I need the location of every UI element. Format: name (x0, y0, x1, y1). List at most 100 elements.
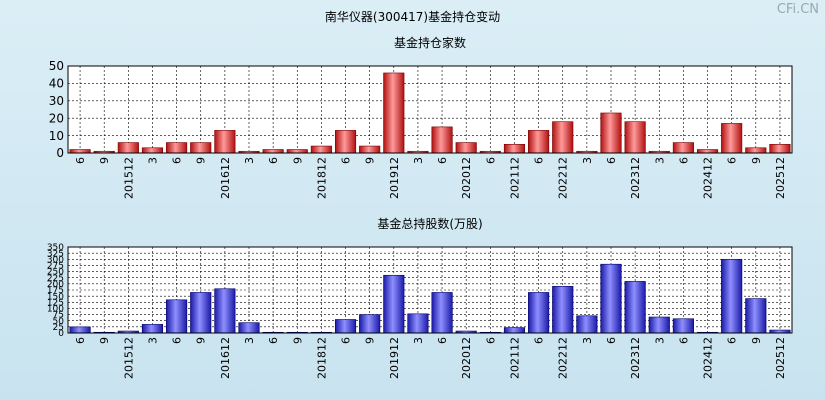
bar (190, 142, 212, 154)
y-tick-label: 150 (47, 292, 64, 302)
x-tick-label: 6 (726, 337, 739, 344)
x-tick-label: 9 (98, 157, 111, 164)
x-tick-label: 201612 (219, 337, 232, 379)
x-tick-label: 6 (267, 337, 280, 344)
x-tick-label: 3 (412, 157, 425, 164)
x-tick-label: 201812 (315, 337, 328, 379)
bar (286, 149, 308, 154)
x-tick-label: 202312 (629, 337, 642, 379)
x-tick-label: 3 (412, 337, 425, 344)
y-tick-label: 125 (47, 298, 64, 308)
y-tick-label: 200 (47, 280, 64, 290)
bar (141, 324, 164, 334)
bar (262, 149, 284, 154)
x-tick-label: 201612 (219, 157, 232, 199)
bar (455, 142, 477, 154)
y-tick-label: 75 (53, 311, 64, 321)
bar (672, 142, 694, 154)
bar (238, 322, 260, 334)
x-tick-label: 3 (243, 157, 256, 164)
x-tick-label: 9 (98, 337, 111, 344)
bar (745, 147, 767, 154)
bar (721, 123, 743, 154)
bar (600, 112, 622, 154)
x-tick-label: 3 (581, 157, 594, 164)
bar (672, 318, 694, 334)
bar (503, 144, 526, 154)
x-tick-label: 9 (750, 157, 763, 164)
y-tick-label: 250 (47, 268, 64, 278)
x-tick-label: 201512 (122, 157, 135, 199)
bar (528, 292, 550, 334)
x-tick-label: 202112 (508, 157, 521, 199)
x-tick-label: 6 (340, 337, 353, 344)
chart-title: 基金总持股数(万股) (377, 216, 482, 231)
x-tick-label: 9 (195, 157, 208, 164)
x-tick-label: 6 (484, 157, 497, 164)
x-tick-label: 6 (484, 337, 497, 344)
y-tick-label: 325 (47, 249, 64, 259)
x-tick-label: 202412 (702, 337, 715, 379)
x-tick-label: 6 (605, 337, 618, 344)
plot-border (67, 246, 793, 334)
bar (503, 327, 526, 334)
x-tick-label: 202012 (460, 157, 473, 199)
x-tick-label: 3 (146, 157, 159, 164)
x-tick-label: 3 (581, 337, 594, 344)
bar (431, 126, 453, 154)
x-tick-label: 6 (74, 337, 87, 344)
y-tick-label: 175 (47, 286, 64, 296)
x-tick-label: 201812 (315, 157, 328, 199)
x-tick-label: 202412 (702, 157, 715, 199)
x-tick-label: 9 (364, 337, 377, 344)
y-tick-label: 300 (47, 255, 64, 265)
bar (383, 274, 405, 334)
x-tick-label: 202212 (557, 157, 570, 199)
x-tick-label: 202112 (508, 337, 521, 379)
bar (745, 298, 767, 334)
bar (552, 286, 574, 334)
x-tick-label: 3 (653, 157, 666, 164)
x-tick-label: 3 (146, 337, 159, 344)
chart-title: 基金持仓家数 (394, 35, 466, 50)
x-tick-label: 202312 (629, 157, 642, 199)
watermark-logo: CFi.CN (776, 2, 819, 17)
x-tick-label: 6 (436, 337, 449, 344)
y-tick-label: 25 (53, 323, 64, 333)
y-tick-label: 100 (47, 305, 64, 315)
x-tick-label: 6 (74, 157, 87, 164)
y-tick-label: 350 (47, 243, 64, 253)
y-tick-label: 0 (58, 329, 64, 339)
x-tick-label: 6 (533, 337, 546, 344)
y-tick-label: 10 (49, 129, 64, 143)
bar (600, 263, 622, 334)
bar (190, 292, 212, 334)
bar (359, 314, 381, 334)
x-tick-label: 6 (171, 157, 184, 164)
y-tick-label: 40 (49, 77, 64, 91)
x-tick-label: 9 (291, 157, 304, 164)
y-tick-label: 0 (56, 146, 64, 160)
bar (166, 142, 188, 154)
x-tick-label: 6 (726, 157, 739, 164)
x-tick-label: 9 (291, 337, 304, 344)
x-tick-label: 6 (171, 337, 184, 344)
x-tick-label: 6 (677, 337, 690, 344)
bar (576, 315, 598, 334)
y-tick-label: 30 (49, 94, 64, 108)
x-tick-label: 202212 (557, 337, 570, 379)
bar (69, 326, 91, 334)
x-tick-label: 9 (364, 157, 377, 164)
bar (69, 149, 91, 154)
bar (334, 319, 357, 334)
bar (528, 130, 550, 154)
bar (383, 72, 405, 154)
x-tick-label: 202012 (460, 337, 473, 379)
bar (334, 130, 357, 154)
bar (166, 299, 188, 334)
bar (721, 258, 743, 334)
y-tick-label: 275 (47, 262, 64, 272)
bar (117, 142, 139, 154)
